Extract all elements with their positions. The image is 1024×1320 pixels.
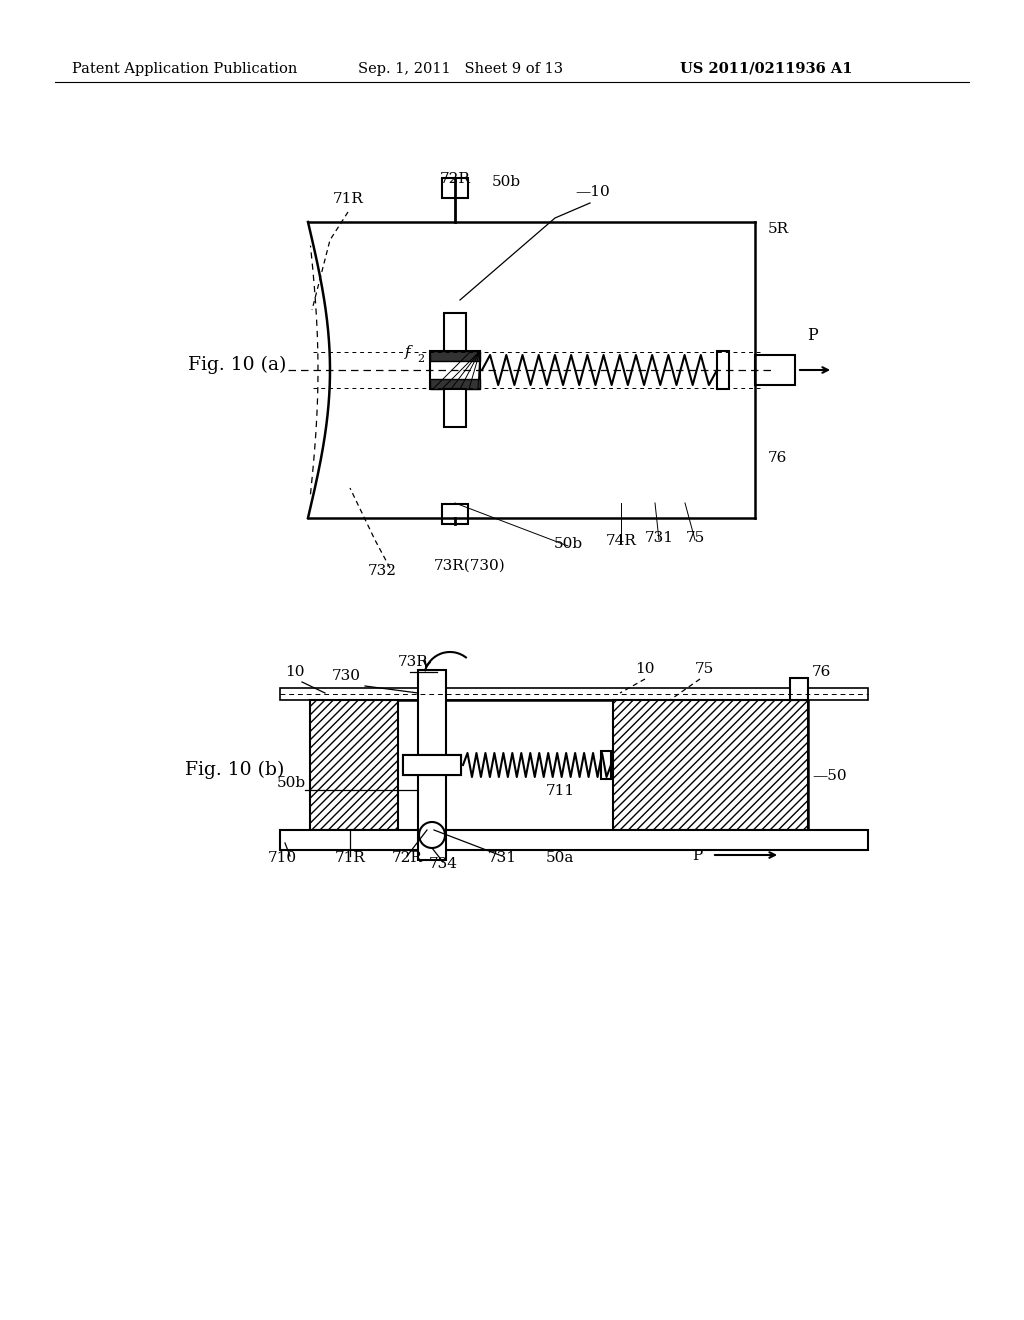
Bar [430, 379, 480, 389]
Text: 731: 731 [487, 851, 516, 865]
Text: 73R(730): 73R(730) [434, 558, 506, 573]
Text: 72R: 72R [439, 172, 470, 186]
Text: 711: 711 [546, 784, 574, 799]
Text: Sep. 1, 2011   Sheet 9 of 13: Sep. 1, 2011 Sheet 9 of 13 [358, 62, 563, 77]
Bar [418, 671, 446, 861]
Circle shape [419, 822, 445, 847]
Text: US 2011/0211936 A1: US 2011/0211936 A1 [680, 62, 853, 77]
Text: —50: —50 [812, 770, 847, 783]
Bar [442, 178, 468, 198]
Bar [444, 389, 466, 426]
Bar [717, 351, 729, 389]
Text: 734: 734 [428, 857, 458, 871]
Text: 731: 731 [644, 531, 674, 545]
Text: P: P [807, 327, 818, 345]
Text: 72R: 72R [391, 851, 423, 865]
Text: —10: —10 [575, 185, 609, 199]
Text: Patent Application Publication: Patent Application Publication [72, 62, 297, 77]
Text: 74R: 74R [605, 535, 637, 548]
Bar [755, 355, 795, 385]
Bar [613, 700, 808, 830]
Bar [430, 351, 480, 389]
Bar [310, 700, 398, 830]
Text: 10: 10 [635, 663, 654, 676]
Text: 50b: 50b [276, 776, 306, 789]
Text: 10: 10 [286, 665, 305, 678]
Text: P: P [692, 849, 702, 863]
Text: 71R: 71R [333, 191, 364, 206]
Text: 50b: 50b [553, 537, 583, 550]
Text: 50b: 50b [492, 176, 521, 189]
Text: 73R: 73R [398, 655, 429, 669]
Text: 71R: 71R [335, 851, 366, 865]
Bar [444, 313, 466, 351]
Bar [442, 504, 468, 524]
Text: Fig. 10 (b): Fig. 10 (b) [185, 760, 285, 779]
Text: 710: 710 [267, 851, 297, 865]
Text: f: f [406, 345, 411, 359]
Bar [310, 700, 808, 830]
Bar [280, 830, 868, 850]
Bar [790, 678, 808, 700]
Text: 75: 75 [685, 531, 705, 545]
Text: 76: 76 [768, 451, 787, 465]
Bar [403, 755, 461, 775]
Bar [403, 755, 461, 775]
Text: Fig. 10 (a): Fig. 10 (a) [188, 356, 287, 374]
Text: 5R: 5R [768, 222, 790, 236]
Text: 730: 730 [332, 669, 361, 682]
Text: 76: 76 [812, 665, 831, 678]
Bar [601, 751, 611, 779]
Text: 50a: 50a [546, 851, 574, 865]
Text: 732: 732 [368, 564, 396, 578]
Text: 75: 75 [694, 663, 714, 676]
Text: 2: 2 [417, 354, 424, 364]
Bar [430, 351, 480, 360]
Bar [280, 688, 868, 700]
